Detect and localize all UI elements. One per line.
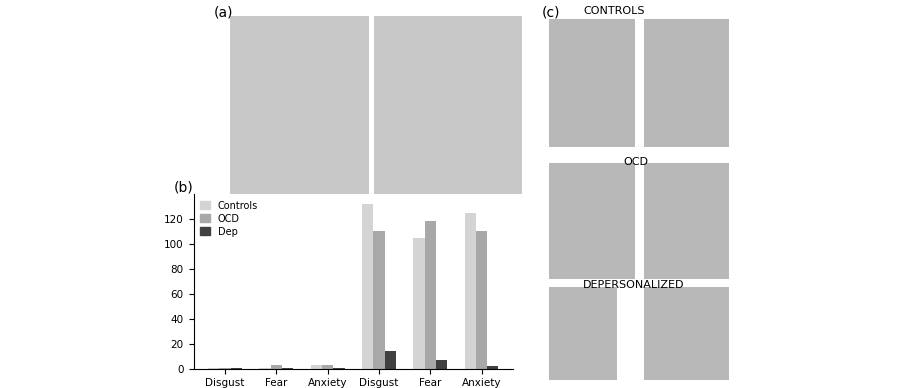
Bar (271, 365, 282, 369)
Text: CONTROLS: CONTROLS (583, 6, 644, 16)
Bar (220, 368, 230, 369)
Bar (310, 365, 322, 369)
Legend: Controls, OCD, Dep: Controls, OCD, Dep (198, 199, 260, 239)
Bar (425, 222, 436, 369)
Text: (a): (a) (214, 6, 234, 20)
Bar (374, 231, 384, 369)
Bar (362, 204, 374, 369)
Text: OCD: OCD (624, 157, 649, 167)
Bar (230, 368, 242, 369)
Bar (413, 237, 425, 369)
Text: DEPERSONALIZED: DEPERSONALIZED (583, 280, 685, 290)
Bar (322, 365, 333, 369)
Text: (c): (c) (542, 6, 561, 20)
Bar (208, 368, 220, 369)
Bar (282, 368, 293, 369)
Bar (384, 351, 396, 369)
Bar (464, 213, 476, 369)
Bar (333, 368, 345, 369)
Bar (476, 231, 487, 369)
Bar (436, 360, 447, 369)
Bar (487, 366, 499, 369)
Bar (259, 368, 271, 369)
Text: (b): (b) (174, 180, 194, 194)
